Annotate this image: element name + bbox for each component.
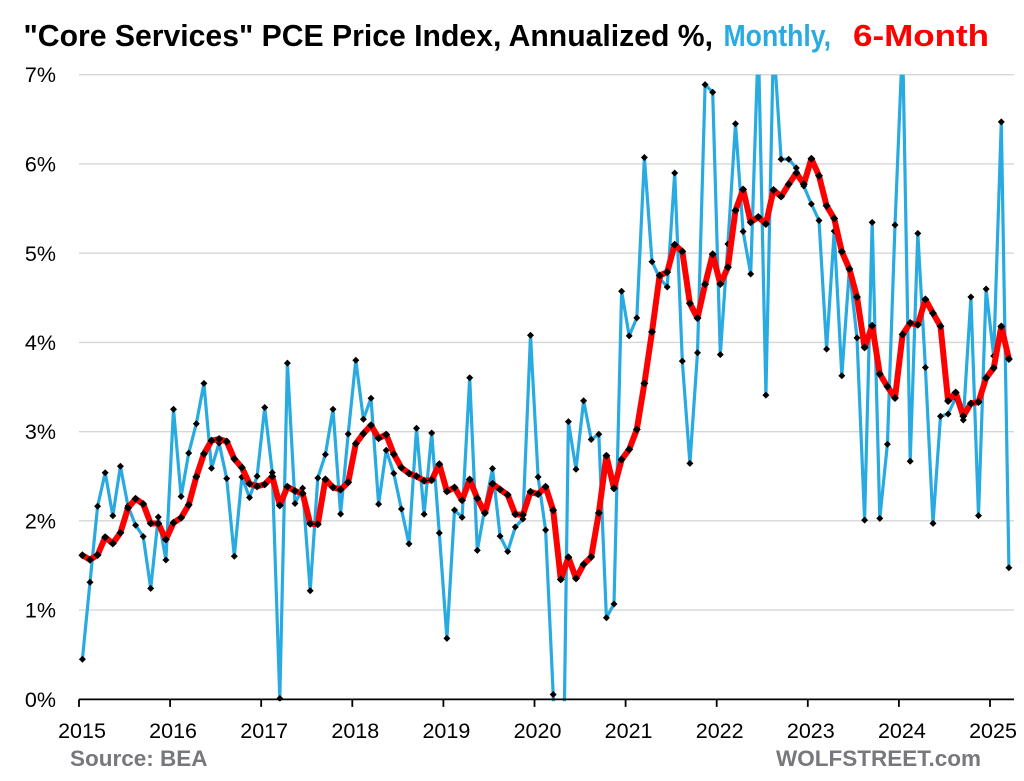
svg-text:Source: BEA: Source: BEA (70, 746, 208, 771)
svg-text:2022: 2022 (696, 719, 744, 743)
svg-text:2%: 2% (25, 509, 56, 533)
svg-text:6-Month: 6-Month (853, 19, 989, 53)
svg-text:2020: 2020 (514, 719, 562, 743)
svg-text:2021: 2021 (605, 719, 653, 743)
svg-text:4%: 4% (25, 331, 56, 355)
svg-text:2025: 2025 (969, 719, 1017, 743)
svg-text:5%: 5% (25, 242, 56, 266)
svg-text:0%: 0% (25, 688, 56, 712)
svg-text:2023: 2023 (787, 719, 835, 743)
svg-text:2015: 2015 (58, 719, 106, 743)
svg-text:"Core Services" PCE Price Inde: "Core Services" PCE Price Index, Annuali… (24, 19, 714, 53)
svg-text:2019: 2019 (422, 719, 470, 743)
svg-text:7%: 7% (25, 63, 56, 87)
svg-text:Monthly,: Monthly, (724, 19, 832, 53)
svg-text:2017: 2017 (240, 719, 288, 743)
svg-text:2024: 2024 (878, 719, 926, 743)
svg-text:6%: 6% (25, 153, 56, 177)
svg-text:WOLFSTREET.com: WOLFSTREET.com (776, 746, 981, 771)
svg-text:3%: 3% (25, 420, 56, 444)
svg-text:2016: 2016 (149, 719, 197, 743)
svg-text:1%: 1% (25, 599, 56, 623)
svg-text:2018: 2018 (331, 719, 379, 743)
